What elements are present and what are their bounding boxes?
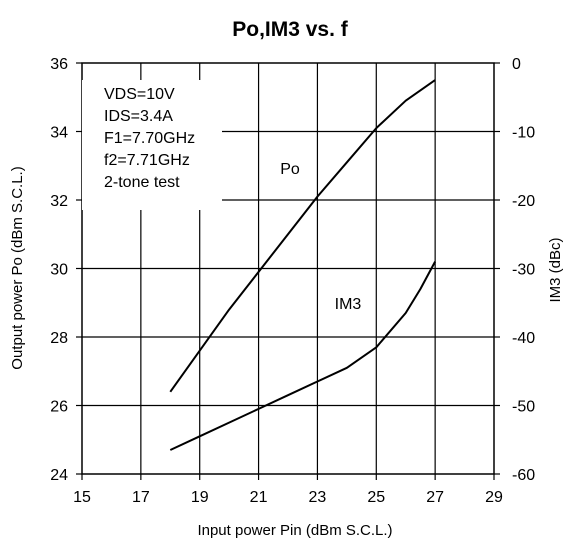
y-tick-label: 36 bbox=[50, 56, 68, 73]
y2-tick-label: -30 bbox=[512, 262, 535, 279]
series-label-po: Po bbox=[280, 161, 300, 178]
x-tick-label: 21 bbox=[250, 489, 268, 506]
y-tick-label: 32 bbox=[50, 193, 68, 210]
y2-tick-label: 0 bbox=[512, 56, 521, 73]
condition-test: 2-tone test bbox=[104, 174, 180, 191]
y2-axis-label: IM3 (dBc) bbox=[547, 237, 564, 302]
y2-axis-ticks: -60 -50 -40 -30 -20 -10 0 bbox=[494, 56, 535, 484]
condition-ids: IDS=3.4A bbox=[104, 108, 173, 125]
chart-title: Po,IM3 vs. f bbox=[232, 18, 349, 41]
series-line-im3 bbox=[169, 261, 436, 451]
conditions-box: VDS=10V IDS=3.4A F1=7.70GHz f2=7.71GHz 2… bbox=[82, 80, 222, 210]
series-line-po bbox=[169, 79, 436, 393]
y2-tick-label: -50 bbox=[512, 399, 535, 416]
condition-vds: VDS=10V bbox=[104, 86, 175, 103]
x-tick-label: 29 bbox=[485, 489, 503, 506]
x-tick-label: 19 bbox=[191, 489, 209, 506]
series-label-im3: IM3 bbox=[335, 296, 362, 313]
conditions-box-bg bbox=[82, 80, 222, 210]
y-tick-label: 34 bbox=[50, 125, 68, 142]
y-tick-label: 28 bbox=[50, 330, 68, 347]
y-axis-ticks: 24 26 28 30 32 34 36 bbox=[50, 56, 82, 484]
x-tick-label: 23 bbox=[309, 489, 327, 506]
y2-tick-label: -40 bbox=[512, 330, 535, 347]
x-axis-label: Input power Pin (dBm S.C.L.) bbox=[197, 522, 392, 539]
im3-label-bg bbox=[328, 293, 368, 313]
y2-tick-label: -20 bbox=[512, 193, 535, 210]
series-lines bbox=[169, 79, 436, 451]
x-tick-label: 15 bbox=[73, 489, 91, 506]
x-tick-label: 27 bbox=[426, 489, 444, 506]
y-tick-label: 26 bbox=[50, 399, 68, 416]
x-tick-label: 17 bbox=[132, 489, 150, 506]
y-axis-label: Output power Po (dBm S.C.L.) bbox=[9, 166, 26, 369]
condition-f1: F1=7.70GHz bbox=[104, 130, 195, 147]
condition-f2: f2=7.71GHz bbox=[104, 152, 190, 169]
y-tick-label: 30 bbox=[50, 262, 68, 279]
po-label-bg bbox=[276, 158, 304, 178]
x-axis-ticks: 15 17 19 21 23 25 27 29 bbox=[73, 474, 503, 506]
x-tick-label: 25 bbox=[367, 489, 385, 506]
y2-tick-label: -10 bbox=[512, 125, 535, 142]
y-tick-label: 24 bbox=[50, 467, 68, 484]
y2-tick-label: -60 bbox=[512, 467, 535, 484]
